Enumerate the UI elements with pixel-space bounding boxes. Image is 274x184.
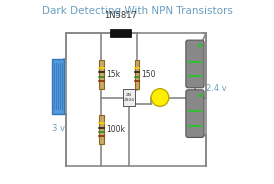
Text: 100k: 100k [106, 125, 125, 134]
Text: 2N
2904: 2N 2904 [123, 93, 134, 102]
Text: 2.4 v: 2.4 v [206, 84, 226, 93]
Text: Dark Detecting With NPN Transistors: Dark Detecting With NPN Transistors [42, 6, 232, 15]
Bar [99, 60, 104, 89]
Text: 150: 150 [142, 70, 156, 79]
Bar [110, 29, 130, 37]
Bar [99, 115, 104, 144]
FancyBboxPatch shape [123, 89, 135, 106]
Circle shape [151, 89, 169, 106]
Text: 15k: 15k [106, 70, 120, 79]
FancyBboxPatch shape [186, 90, 204, 137]
Text: 3 v: 3 v [52, 124, 65, 133]
Bar [52, 59, 64, 114]
Text: 1N5817: 1N5817 [104, 11, 137, 20]
Bar [135, 60, 139, 89]
FancyBboxPatch shape [186, 40, 204, 88]
